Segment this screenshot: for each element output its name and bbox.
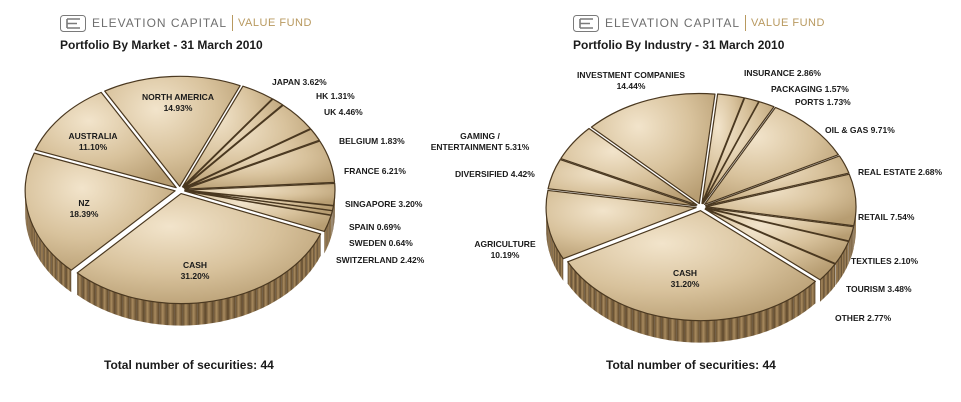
pie-slice-diversified <box>547 159 697 207</box>
pie-faces <box>24 75 336 305</box>
industry-pie-chart: INSURANCE 2.86% PACKAGING 1.57% PORTS 1.73… <box>431 68 943 343</box>
pie-slice-investment-companies <box>590 92 716 205</box>
pie-slice-australia <box>34 91 177 189</box>
pie-slice-oil-gas <box>703 106 839 206</box>
brand-divider <box>745 15 747 31</box>
pie-slice-ports <box>702 101 775 205</box>
brand-fund: VALUE FUND <box>751 17 825 29</box>
pie-slice-cash <box>567 210 816 322</box>
pie-slice-insurance <box>701 93 745 205</box>
slice-label-cash: CASH 31.20% <box>181 260 210 281</box>
slice-label-hk: HK 1.31% <box>316 91 355 101</box>
market-chart-title: Portfolio By Market - 31 March 2010 <box>60 38 263 52</box>
brand-divider <box>232 15 234 31</box>
pie-slice-cash <box>76 192 322 305</box>
brand-name: ELEVATION CAPITAL <box>92 16 228 30</box>
brand-name: ELEVATION CAPITAL <box>605 16 741 30</box>
slice-label-australia: AUSTRALIA 11.10% <box>68 131 117 152</box>
slice-label-uk: UK 4.46% <box>324 107 363 117</box>
pie-faces <box>545 92 857 322</box>
pie-slice-gaming-entertainment <box>560 127 698 206</box>
market-total-securities: Total number of securities: 44 <box>104 358 274 372</box>
market-chart-panel: ELEVATION CAPITAL VALUE FUND Portfolio B… <box>0 0 470 402</box>
pie-sides <box>25 183 335 326</box>
slice-label-other: OTHER 2.77% <box>835 313 892 323</box>
industry-chart-panel: ELEVATION CAPITAL VALUE FUND Portfolio B… <box>431 0 961 402</box>
pie-slice-belgium <box>183 128 320 189</box>
slice-label-spain: SPAIN 0.69% <box>349 222 401 232</box>
pie-slice-switzerland <box>184 190 332 233</box>
pie-slice-agriculture <box>545 189 697 260</box>
slice-label-ports: PORTS 1.73% <box>795 97 851 107</box>
slice-label-retail: RETAIL 7.54% <box>858 212 915 222</box>
pie-slice-north-america <box>104 75 241 187</box>
pie-slice-retail <box>705 173 857 227</box>
elevation-logo-icon <box>60 14 86 32</box>
pie-sides <box>546 199 856 343</box>
slice-label-investment-companies: INVESTMENT COMPANIES 14.44% <box>577 70 685 91</box>
slice-label-gaming-entertainment: GAMING / ENTERTAINMENT 5.31% <box>431 131 530 152</box>
industry-total-securities: Total number of securities: 44 <box>606 358 776 372</box>
slice-label-nz: NZ 18.39% <box>70 198 99 219</box>
brand-header: ELEVATION CAPITAL VALUE FUND <box>573 14 825 32</box>
pie-slice-nz <box>24 152 176 271</box>
slice-label-cash: CASH 31.20% <box>671 268 700 289</box>
pie-slice-textiles <box>705 207 855 242</box>
pie-slice-hk <box>182 98 284 188</box>
pie-slice-uk <box>183 104 311 189</box>
brand-fund: VALUE FUND <box>238 17 312 29</box>
slice-label-tourism: TOURISM 3.48% <box>846 284 912 294</box>
slice-label-japan: JAPAN 3.62% <box>272 77 327 87</box>
industry-chart-title: Portfolio By Industry - 31 March 2010 <box>573 38 785 52</box>
slice-label-north-america: NORTH AMERICA 14.93% <box>142 92 214 113</box>
slice-label-real-estate: REAL ESTATE 2.68% <box>858 167 943 177</box>
slice-label-textiles: TEXTILES 2.10% <box>851 256 919 266</box>
slice-label-diversified: DIVERSIFIED 4.42% <box>455 169 535 179</box>
slice-label-insurance: INSURANCE 2.86% <box>744 68 821 78</box>
slice-label-oil-gas: OIL & GAS 9.71% <box>825 125 895 135</box>
slice-label-france: FRANCE 6.21% <box>344 166 406 176</box>
pie-labels: INSURANCE 2.86% PACKAGING 1.57% PORTS 1.73… <box>431 68 943 323</box>
pie-slice-france <box>184 140 336 190</box>
slice-label-belgium: BELGIUM 1.83% <box>339 136 405 146</box>
pie-slice-tourism <box>704 207 850 265</box>
pie-slice-real-estate <box>705 155 850 207</box>
slice-label-switzerland: SWITZERLAND 2.42% <box>336 255 425 265</box>
pie-slice-japan <box>181 85 273 188</box>
brand-header: ELEVATION CAPITAL VALUE FUND <box>60 14 312 32</box>
slice-label-sweden: SWEDEN 0.64% <box>349 238 413 248</box>
slice-label-packaging: PACKAGING 1.57% <box>771 84 849 94</box>
slice-label-agriculture: AGRICULTURE 10.19% <box>474 239 536 260</box>
elevation-logo-icon <box>573 14 599 32</box>
market-pie-chart: NORTH AMERICA 14.93% JAPAN 3.62% HK 1.31% UK… <box>24 75 425 326</box>
pie-slice-other <box>704 208 836 281</box>
slice-label-singapore: SINGAPORE 3.20% <box>345 199 423 209</box>
pie-labels: NORTH AMERICA 14.93% JAPAN 3.62% HK 1.31% UK… <box>68 77 424 281</box>
